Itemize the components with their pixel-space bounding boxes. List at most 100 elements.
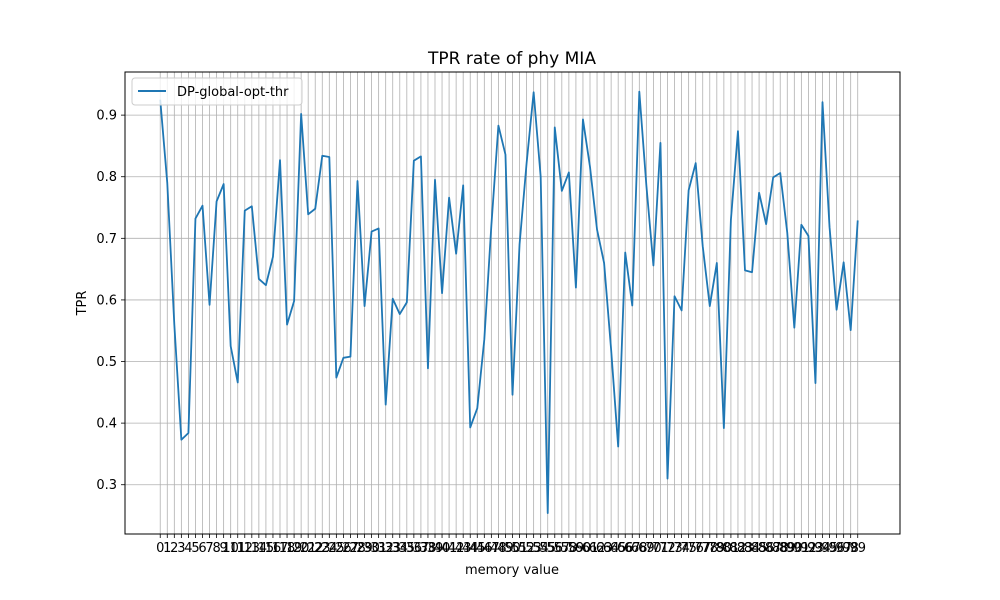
x-tick-label: 73 xyxy=(666,541,683,556)
x-tick-label: 95 xyxy=(821,541,838,556)
x-tick-label: 11 xyxy=(229,541,246,556)
x-tick-label: 2 xyxy=(170,541,178,556)
x-tick-label: 89 xyxy=(779,541,796,556)
x-tick-label: 87 xyxy=(765,541,782,556)
x-tick-label: 21 xyxy=(300,541,317,556)
x-tick-label: 80 xyxy=(716,541,733,556)
x-tick-label: 12 xyxy=(236,541,253,556)
x-tick-label: 50 xyxy=(504,541,521,556)
chart-title: TPR rate of phy MIA xyxy=(427,49,596,69)
legend: DP-global-opt-thr xyxy=(131,77,303,106)
x-tick-label: 26 xyxy=(335,541,352,556)
x-tick-label: 40 xyxy=(434,541,451,556)
y-tick-label: 0.4 xyxy=(96,417,117,432)
x-tick-label: 46 xyxy=(476,541,493,556)
x-tick-label: 85 xyxy=(751,541,768,556)
x-tick-label: 72 xyxy=(659,541,676,556)
y-tick-label: 0.9 xyxy=(96,109,117,124)
x-tick-label: 47 xyxy=(483,541,500,556)
x-tick-label: 69 xyxy=(638,541,655,556)
y-axis-title: TPR xyxy=(75,291,90,317)
x-tick-label: 14 xyxy=(251,541,268,556)
x-tick-label: 82 xyxy=(730,541,747,556)
x-tick-label: 36 xyxy=(406,541,423,556)
x-tick-label: 91 xyxy=(793,541,810,556)
x-tick-label: 4 xyxy=(184,541,192,556)
x-tick-label: 84 xyxy=(744,541,761,556)
x-tick-label: 94 xyxy=(814,541,831,556)
x-tick-label: 37 xyxy=(413,541,430,556)
x-tick-label: 86 xyxy=(758,541,775,556)
x-tick-label: 45 xyxy=(469,541,486,556)
x-tick-label: 1 xyxy=(163,541,171,556)
x-tick-label: 32 xyxy=(377,541,394,556)
x-tick-label: 42 xyxy=(448,541,465,556)
x-axis-ticks: 0123456789101112131415161718192021222324… xyxy=(156,534,866,556)
x-tick-label: 9 xyxy=(219,541,227,556)
x-tick-label: 98 xyxy=(842,541,859,556)
y-tick-label: 0.7 xyxy=(96,232,117,247)
x-tick-label: 75 xyxy=(680,541,697,556)
x-tick-label: 38 xyxy=(420,541,437,556)
x-tick-label: 25 xyxy=(328,541,345,556)
x-tick-label: 35 xyxy=(399,541,416,556)
x-tick-label: 88 xyxy=(772,541,789,556)
x-tick-label: 90 xyxy=(786,541,803,556)
x-tick-label: 53 xyxy=(525,541,542,556)
x-tick-label: 58 xyxy=(561,541,578,556)
x-tick-label: 64 xyxy=(603,541,620,556)
x-tick-label: 96 xyxy=(828,541,845,556)
x-tick-label: 78 xyxy=(701,541,718,556)
x-tick-label: 6 xyxy=(198,541,206,556)
x-tick-label: 28 xyxy=(349,541,366,556)
x-tick-label: 62 xyxy=(589,541,606,556)
y-axis-ticks: 0.3 0.4 0.5 0.6 0.7 0.8 0.9 xyxy=(96,109,125,493)
x-tick-label: 52 xyxy=(518,541,535,556)
x-tick-label: 93 xyxy=(807,541,824,556)
x-axis-title: memory value xyxy=(465,563,559,578)
x-tick-label: 51 xyxy=(511,541,528,556)
x-tick-label: 70 xyxy=(645,541,662,556)
legend-label: DP-global-opt-thr xyxy=(177,85,289,100)
x-tick-label: 76 xyxy=(687,541,704,556)
x-tick-label: 24 xyxy=(321,541,338,556)
x-tick-label: 13 xyxy=(244,541,261,556)
x-tick-label: 77 xyxy=(694,541,711,556)
series-line xyxy=(159,90,859,514)
x-tick-label: 7 xyxy=(205,541,213,556)
x-tick-label: 41 xyxy=(441,541,458,556)
x-tick-label: 57 xyxy=(554,541,571,556)
x-tick-label: 27 xyxy=(342,541,359,556)
grid-lines xyxy=(125,72,900,534)
x-tick-label: 31 xyxy=(370,541,387,556)
x-tick-label: 16 xyxy=(265,541,282,556)
x-tick-label: 97 xyxy=(835,541,852,556)
x-tick-label: 60 xyxy=(575,541,592,556)
x-tick-label: 44 xyxy=(462,541,479,556)
x-tick-label: 8 xyxy=(212,541,220,556)
x-tick-label: 19 xyxy=(286,541,303,556)
x-tick-label: 92 xyxy=(800,541,817,556)
x-tick-label: 23 xyxy=(314,541,331,556)
x-tick-label: 63 xyxy=(596,541,613,556)
y-tick-label: 0.6 xyxy=(96,293,117,308)
x-tick-label: 5 xyxy=(191,541,199,556)
x-tick-label: 0 xyxy=(156,541,164,556)
x-tick-label: 30 xyxy=(363,541,380,556)
x-tick-label: 15 xyxy=(258,541,275,556)
x-tick-label: 79 xyxy=(709,541,726,556)
series-layer xyxy=(159,90,859,514)
x-tick-label: 10 xyxy=(222,541,239,556)
x-tick-label: 20 xyxy=(293,541,310,556)
x-tick-label: 3 xyxy=(177,541,185,556)
x-tick-label: 22 xyxy=(307,541,324,556)
x-tick-label: 74 xyxy=(673,541,690,556)
y-tick-label: 0.8 xyxy=(96,170,117,185)
x-tick-label: 18 xyxy=(279,541,296,556)
x-tick-label: 33 xyxy=(384,541,401,556)
x-tick-label: 34 xyxy=(391,541,408,556)
x-tick-label: 54 xyxy=(532,541,549,556)
x-tick-label: 39 xyxy=(427,541,444,556)
